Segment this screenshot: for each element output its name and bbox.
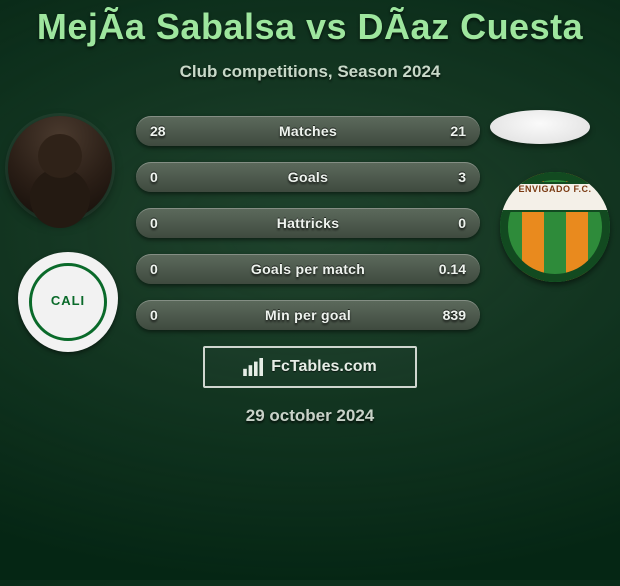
stat-right-value: 0.14 [439, 261, 466, 277]
stat-left-value: 0 [150, 307, 158, 323]
stat-row-hattricks: 0 Hattricks 0 [136, 208, 480, 238]
stat-left-value: 0 [150, 215, 158, 231]
player-left-club-badge: CALI [18, 252, 118, 352]
club-badge-cali-ring: CALI [29, 263, 107, 341]
club-badge-cali-label: CALI [51, 293, 85, 308]
stat-left-value: 28 [150, 123, 166, 139]
stat-row-min-per-goal: 0 Min per goal 839 [136, 300, 480, 330]
stat-left-value: 0 [150, 261, 158, 277]
club-badge-envigado-label: ENVIGADO F.C. [500, 184, 610, 194]
comparison-arena: 28 Matches 21 0 Goals 3 0 Hattricks 0 0 … [0, 116, 620, 330]
stat-right-value: 3 [458, 169, 466, 185]
page-subtitle: Club competitions, Season 2024 [0, 62, 620, 82]
stat-label: Hattricks [277, 215, 340, 231]
stat-right-value: 0 [458, 215, 466, 231]
stat-right-value: 21 [450, 123, 466, 139]
stat-label: Min per goal [265, 307, 351, 323]
player-right-avatar [490, 110, 590, 144]
stat-right-value: 839 [443, 307, 466, 323]
stat-row-goals: 0 Goals 3 [136, 162, 480, 192]
stat-label: Matches [279, 123, 337, 139]
player-left-avatar [8, 116, 112, 220]
stat-label: Goals per match [251, 261, 365, 277]
brand-box: FcTables.com [203, 346, 417, 388]
stat-left-value: 0 [150, 169, 158, 185]
player-right-club-badge: ENVIGADO F.C. [500, 172, 610, 282]
stat-row-matches: 28 Matches 21 [136, 116, 480, 146]
club-badge-envigado: ENVIGADO F.C. [500, 172, 610, 282]
page-title: MejÃa Sabalsa vs DÃ­az Cuesta [0, 6, 620, 48]
brand-text: FcTables.com [271, 358, 377, 376]
stat-label: Goals [288, 169, 328, 185]
generated-date: 29 october 2024 [0, 406, 620, 426]
stat-row-goals-per-match: 0 Goals per match 0.14 [136, 254, 480, 284]
stat-bars: 28 Matches 21 0 Goals 3 0 Hattricks 0 0 … [136, 116, 480, 330]
bar-chart-icon [243, 358, 265, 376]
club-badge-cali: CALI [18, 252, 118, 352]
